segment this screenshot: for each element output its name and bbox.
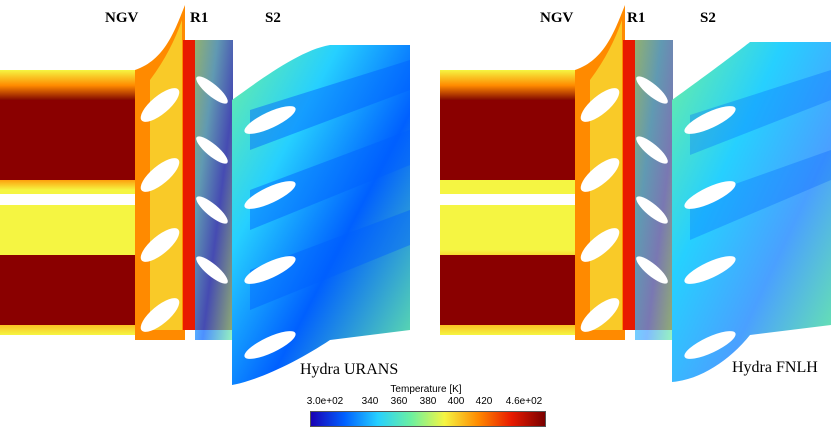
label-ngv: NGV <box>105 10 139 26</box>
panel-urans: NGV R1 S2 <box>0 0 410 390</box>
colorbar-tick: 3.0e+02 <box>306 396 344 407</box>
caption-fnlh: Hydra FNLH <box>732 359 818 376</box>
colorbar-tick: 380 <box>419 396 437 407</box>
colorbar-tick: 4.6e+02 <box>505 396 543 407</box>
colorbar-gradient <box>310 411 546 427</box>
temperature-field-fnlh <box>440 5 831 382</box>
label-r1: R1 <box>627 10 646 26</box>
colorbar-title: Temperature [K] <box>390 384 462 395</box>
colorbar-tick: 340 <box>361 396 379 407</box>
caption-urans: Hydra URANS <box>300 361 399 378</box>
colorbar-tick: 420 <box>475 396 493 407</box>
colorbar-tick: 360 <box>390 396 408 407</box>
label-ngv: NGV <box>540 10 574 26</box>
temperature-field-urans <box>0 5 410 385</box>
label-s2: S2 <box>265 10 281 26</box>
label-r1: R1 <box>190 10 209 26</box>
label-s2: S2 <box>700 10 716 26</box>
panel-fnlh: NGV R1 S2 <box>440 0 831 390</box>
temperature-colorbar: Temperature [K] 3.0e+02 340 360 380 400 … <box>306 384 546 432</box>
colorbar-ticks: 3.0e+02 340 360 380 400 420 4.6e+02 <box>306 396 546 408</box>
colorbar-tick: 400 <box>447 396 465 407</box>
